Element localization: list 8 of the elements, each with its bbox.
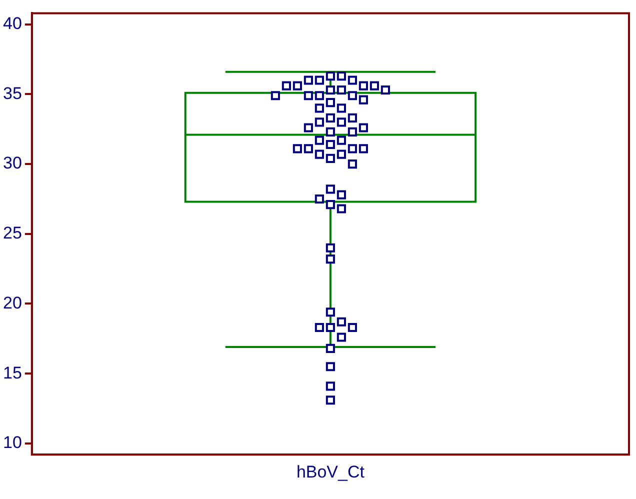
y-tick-label: 10 — [2, 433, 22, 452]
y-tick-label: 40 — [2, 14, 22, 34]
y-tick-label: 25 — [2, 224, 22, 243]
y-tick-label: 30 — [2, 154, 22, 173]
y-tick-label: 15 — [2, 363, 22, 382]
y-tick-label: 20 — [2, 293, 22, 312]
y-tick-label: 35 — [2, 84, 22, 103]
x-tick-label: hBoV_Ct — [296, 462, 365, 482]
